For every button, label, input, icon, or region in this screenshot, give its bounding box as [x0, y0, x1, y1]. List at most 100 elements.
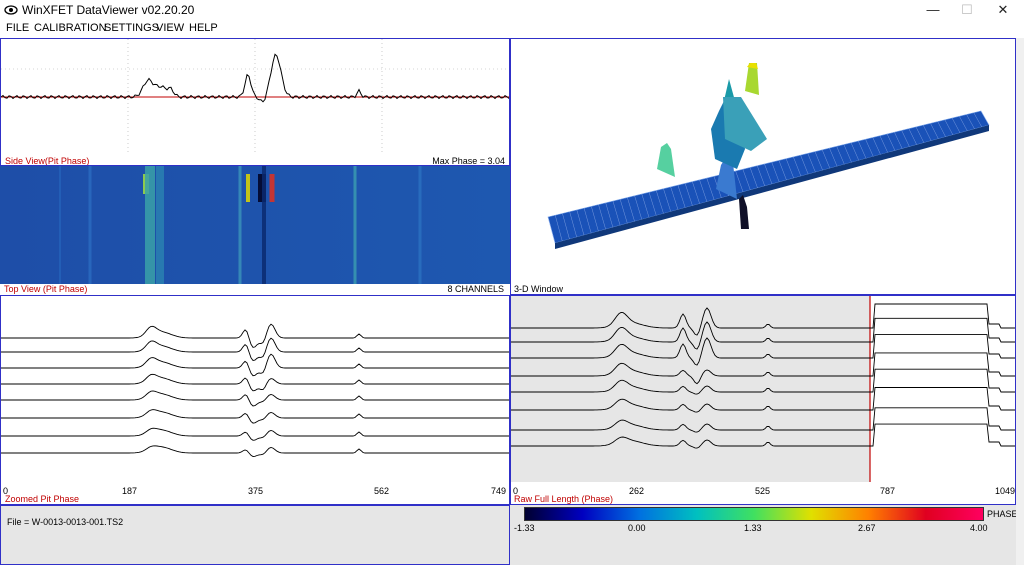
mesh-line: [793, 156, 802, 177]
mesh-line: [980, 110, 990, 126]
phase-colorbar: [524, 507, 984, 521]
mesh-line: [973, 112, 982, 128]
colorbar-tick-0: -1.33: [514, 523, 535, 533]
file-info-panel: File = W-0013-0013-001.TS2: [0, 505, 510, 565]
mesh-line: [930, 123, 939, 139]
zoomed-channel-trace: [1, 337, 509, 361]
mesh-line: [879, 135, 888, 153]
colorbar-tick-2: 1.33: [744, 523, 762, 533]
zoomed-channel-trace: [1, 323, 509, 348]
zoomed-pit-phase-panel[interactable]: 0 187 375 562 749 Zoomed Pit Phase: [0, 295, 510, 505]
zoomed-channel-trace: [1, 353, 509, 377]
raw-tick-0: 0: [513, 486, 519, 496]
menu-view[interactable]: VIEW: [156, 22, 185, 34]
zoomed-channel-trace: [1, 427, 509, 441]
zoom-tick-1: 187: [122, 486, 138, 496]
mesh-line: [858, 140, 867, 159]
max-phase-readout: Max Phase = 3.04: [432, 156, 505, 166]
side-view-panel[interactable]: Side View(Pit Phase) Max Phase = 3.04: [0, 38, 510, 166]
menu-bar: FILE CALIBRATION SETTINGS VIEW HELP: [0, 20, 1024, 38]
menu-calibration[interactable]: CALIBRATION: [34, 22, 107, 34]
raw-tick-4: 1049: [995, 486, 1016, 496]
right-scrollbar[interactable]: [1016, 38, 1024, 565]
mesh-line: [735, 171, 744, 192]
raw-full-length-panel[interactable]: 0 262 525 787 1049 Raw Full Length (Phas…: [510, 295, 1016, 505]
zoomed-traces-plot: [1, 323, 509, 457]
mesh-line: [684, 183, 693, 206]
mesh-line: [699, 179, 708, 202]
mesh-line: [605, 202, 614, 228]
mesh-line: [670, 186, 679, 210]
mesh-line: [822, 149, 831, 169]
mesh-line: [757, 165, 765, 187]
menu-file[interactable]: FILE: [6, 22, 30, 34]
mesh-line: [901, 130, 910, 147]
top-view-heatmap: [0, 166, 510, 284]
close-button[interactable]: ✕: [997, 2, 1009, 17]
heatmap-cell: [246, 174, 250, 202]
raw-channel-trace: [511, 317, 1015, 350]
mesh-line: [894, 132, 903, 149]
side-view-label: Side View(Pit Phase): [5, 156, 90, 166]
channels-readout: 8 CHANNELS: [447, 284, 504, 294]
mesh-line: [836, 146, 845, 165]
mesh-line: [800, 155, 809, 175]
top-view-label: Top View (Pit Phase): [4, 284, 88, 294]
zoom-tick-0: 0: [3, 486, 9, 496]
mesh-line: [771, 162, 780, 183]
mesh-line: [937, 121, 946, 137]
raw-channel-trace: [511, 352, 1015, 385]
mesh-line: [591, 206, 599, 232]
mesh-line: [619, 199, 628, 224]
menu-help[interactable]: HELP: [189, 22, 218, 34]
app-eye-icon: [4, 5, 18, 15]
raw-traces-plot: [511, 296, 1015, 482]
heatmap-cell: [59, 166, 61, 284]
file-name: File = W-0013-0013-001.TS2: [7, 517, 124, 527]
maximize-button[interactable]: ☐: [961, 2, 973, 17]
zoom-tick-3: 562: [374, 486, 390, 496]
mesh-line: [959, 116, 968, 131]
side-view-plot: [1, 39, 509, 155]
zoom-tick-4: 749: [491, 486, 507, 496]
mesh-line: [829, 148, 838, 167]
raw-label: Raw Full Length (Phase): [514, 494, 614, 504]
heatmap-cell: [238, 166, 242, 284]
mesh-line: [692, 181, 700, 204]
colorbar-tick-1: 0.00: [628, 523, 646, 533]
mesh-line: [569, 211, 577, 238]
colorbar-label: PHASE: [987, 509, 1016, 519]
mesh-line: [555, 215, 563, 242]
raw-channel-trace: [511, 387, 1015, 413]
top-view-panel[interactable]: Top View (Pit Phase) 8 CHANNELS: [0, 166, 510, 295]
mesh-line: [583, 208, 592, 234]
mesh-line: [944, 119, 953, 135]
mesh-line: [742, 169, 751, 190]
mesh-line: [547, 216, 556, 244]
raw-tick-2: 525: [755, 486, 771, 496]
menu-settings[interactable]: SETTINGS: [104, 22, 160, 34]
raw-tick-1: 262: [629, 486, 645, 496]
mesh-line: [915, 126, 925, 143]
three-d-label: 3-D Window: [514, 284, 564, 294]
three-d-window[interactable]: 3-D Window: [510, 38, 1016, 295]
heatmap-cell: [353, 166, 357, 284]
mesh-line: [865, 139, 874, 157]
minimize-button[interactable]: —: [926, 2, 940, 17]
zoomed-channel-trace: [1, 445, 509, 457]
mesh-line: [872, 137, 881, 155]
mesh-line: [627, 197, 635, 222]
window-title: WinXFET DataViewer v02.20.20: [22, 3, 195, 17]
heatmap-cell: [156, 166, 164, 284]
heatmap-cell: [262, 166, 266, 284]
mesh-line: [663, 188, 671, 212]
mesh-line: [951, 117, 961, 133]
mesh-line: [677, 185, 686, 208]
title-bar: WinXFET DataViewer v02.20.20 — ☐ ✕: [0, 0, 1024, 20]
mesh-line: [814, 151, 823, 171]
mesh-line: [966, 114, 975, 130]
mesh-line: [807, 153, 816, 173]
zoomed-channel-trace: [1, 373, 509, 392]
mesh-line: [778, 160, 787, 181]
raw-channel-trace: [511, 423, 1015, 449]
